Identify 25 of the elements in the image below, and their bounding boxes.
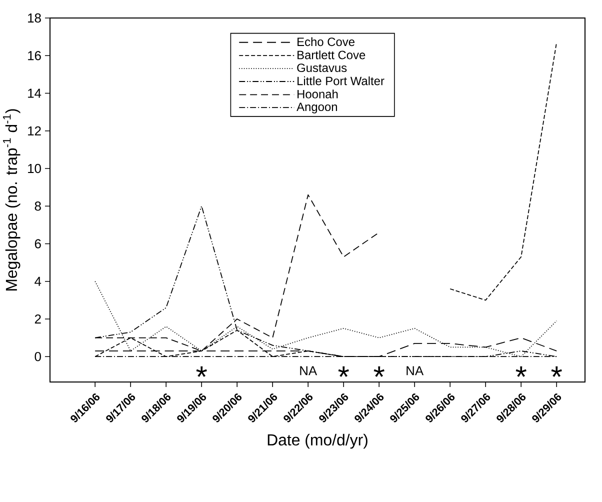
annotation: * — [196, 366, 207, 377]
legend-label: Hoonah — [298, 90, 338, 98]
y-tick-label: 8 — [34, 202, 41, 211]
y-axis-title: Megalopae (no. trap$^{-1}$ d$^{-1}$) — [3, 109, 20, 290]
y-tick-label: 16 — [28, 51, 41, 60]
annotation: * — [516, 366, 526, 377]
x-axis-title: Date (mo/d/yr) — [268, 434, 368, 449]
annotation: * — [551, 366, 562, 377]
legend-label: Little Port Walter — [298, 76, 384, 86]
y-tick-label: 2 — [34, 314, 41, 324]
legend-label: Bartlett Cove — [298, 50, 366, 60]
y-tick-label: 0 — [34, 352, 41, 362]
legend-label: Angoon — [296, 102, 337, 114]
annotation: NA — [406, 366, 424, 376]
y-tick-label: 4 — [34, 276, 42, 286]
y-tick-label: 10 — [28, 164, 41, 174]
annotation: NA — [300, 366, 318, 376]
legend-label: Gustavus — [297, 64, 347, 72]
y-tick-label: 18 — [28, 13, 41, 23]
y-tick-label: 12 — [28, 126, 41, 136]
legend-label: Echo Cove — [298, 37, 354, 46]
y-tick-label: 6 — [34, 239, 41, 248]
y-tick-label: 14 — [28, 88, 42, 98]
annotation: * — [374, 366, 384, 377]
annotation: * — [338, 366, 349, 377]
